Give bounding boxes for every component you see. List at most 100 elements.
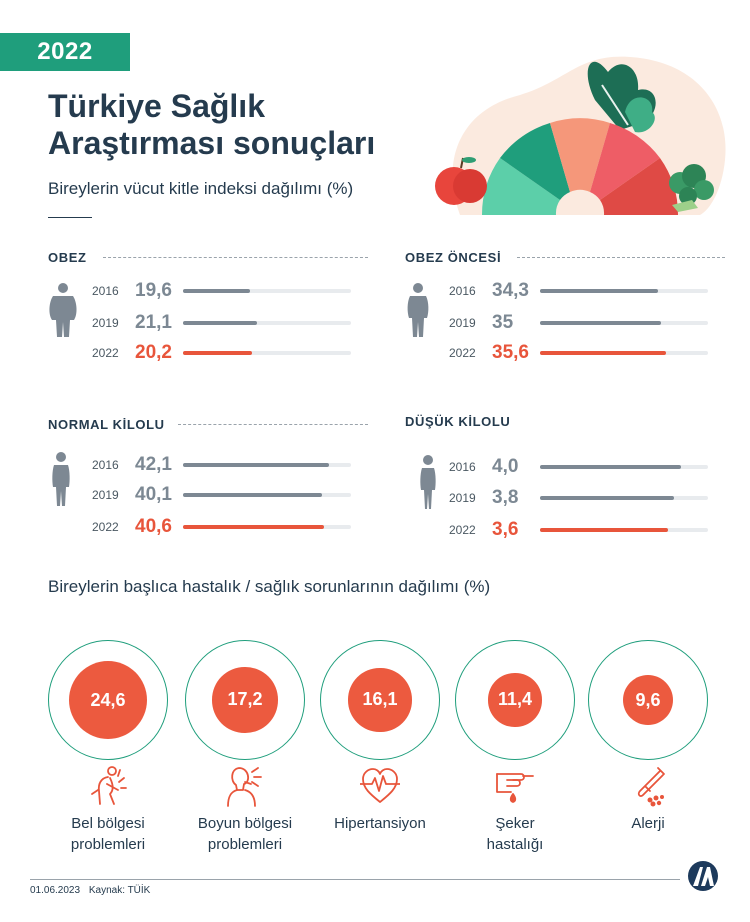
footer: 01.06.2023 Kaynak: TÜİK [30,885,156,896]
bmi-panel-normal-kilolu: NORMAL KİLOLU 2016 42,1 2019 40,1 2022 4… [48,417,368,537]
year-label: 2019 [92,488,119,502]
footer-divider [30,879,680,880]
bmi-subtitle: Bireylerin vücut kitle indeksi dağılımı … [48,179,354,198]
bar-track [540,321,708,325]
disease-item: 17,2 Boyun bölgesi problemleri [185,640,305,860]
label-line: Hipertansiyon [334,815,426,832]
neck-pain-icon [227,767,262,807]
year-label: 2019 [449,491,476,505]
disease-subtitle: Bireylerin başlıca hastalık / sağlık sor… [48,577,491,596]
value-bubble: 9,6 [623,675,673,725]
label-line: hastalığı [486,836,544,853]
bar-value: 34,3 [492,280,529,301]
bar-row: 2019 35 [449,312,729,334]
page-title: Türkiye Sağlık Araştırması sonuçları [48,88,376,161]
label-line: problemleri [207,836,283,853]
bar-value: 3,6 [492,519,519,540]
bubble-ring [455,640,575,760]
bar-row: 2016 19,6 [92,280,372,302]
year-label: 2016 [449,284,476,298]
bar-track [183,351,351,355]
disease-item: 9,6 Alerji [588,640,708,860]
person-figure-icon [407,283,429,337]
disease-label: Şeker hastalığı [435,813,595,855]
bmi-panel-dusuk-kilolu: DÜŞÜK KİLOLU 2016 4,0 2019 3,8 2022 3,6 [405,414,725,540]
glucose-test-icon [496,773,534,803]
bmi-panel-obez: OBEZ 2016 19,6 2019 21,1 2022 20,2 [48,250,368,370]
panel-rule [103,257,368,258]
bubble-ring [48,640,168,760]
bar-track [183,289,351,293]
bar-value: 35,6 [492,342,529,363]
bar-track [540,528,708,532]
bar-row: 2019 21,1 [92,312,372,334]
bar-value: 35 [492,312,514,333]
panel-title: DÜŞÜK KİLOLU [405,414,511,429]
panel-title: OBEZ ÖNCESİ [405,250,502,265]
bar-row: 2016 34,3 [449,280,729,302]
obese-figure-icon [49,283,77,337]
back-pain-icon [91,766,127,805]
bar-value: 21,1 [135,312,172,333]
bar-value: 4,0 [492,456,519,477]
bar-row: 2022 3,6 [449,519,729,541]
year-label: 2019 [449,316,476,330]
panel-title: OBEZ [48,250,87,265]
bar-value: 42,1 [135,454,172,475]
bar-fill [540,321,661,325]
thin-person-figure-icon [420,455,436,509]
apple-icon [435,157,487,205]
bar-fill [540,528,668,532]
bar-row: 2022 35,6 [449,342,729,364]
value-bubble: 16,1 [348,668,412,732]
person-figure-icon [52,452,70,506]
bar-value: 19,6 [135,280,172,301]
bar-fill [183,525,325,529]
label-line: problemleri [70,836,146,853]
bar-fill [540,465,682,469]
year-label: 2022 [92,346,119,360]
bar-row: 2022 40,6 [92,516,372,538]
label-line: Alerji [631,815,665,832]
panel-rule [178,424,368,425]
year-label: 2016 [92,284,119,298]
year-label: 2016 [92,458,119,472]
bar-value: 40,1 [135,484,172,505]
panel-title: NORMAL KİLOLU [48,417,165,432]
bar-fill [183,351,252,355]
label-line: Bel bölgesi [71,815,145,832]
bar-row: 2019 3,8 [449,487,729,509]
title-divider [48,217,92,218]
value-bubble: 17,2 [212,667,278,733]
year-badge: 2022 [0,33,130,71]
disease-label: Hipertansiyon [300,813,460,834]
bar-track [540,289,708,293]
bar-track [183,321,351,325]
bar-row: 2019 40,1 [92,484,372,506]
year-label: 2022 [92,520,119,534]
bar-value: 3,8 [492,487,519,508]
year-label: 2019 [92,316,119,330]
bar-track [540,351,708,355]
disease-label: Alerji [568,813,728,834]
bar-track [183,525,351,529]
bar-fill [183,289,251,293]
heart-pulse-icon [360,768,400,803]
label-line: Boyun bölgesi [197,815,293,832]
bar-value: 40,6 [135,516,172,537]
disease-item: 11,4 Şeker hastalığı [455,640,575,860]
value-bubble: 24,6 [69,661,147,739]
bar-track [540,465,708,469]
bar-row: 2016 42,1 [92,454,372,476]
bar-fill [540,496,675,500]
bar-fill [183,493,323,497]
allergy-test-icon [637,767,665,807]
bar-fill [540,289,658,293]
leaf-icon [587,61,656,133]
year-label: 2022 [449,523,476,537]
disease-item: 24,6 Bel bölgesi problemleri [48,640,168,860]
label-line: Şeker [495,815,535,832]
bubble-ring [320,640,440,760]
bar-row: 2022 20,2 [92,342,372,364]
bubble-ring [185,640,305,760]
